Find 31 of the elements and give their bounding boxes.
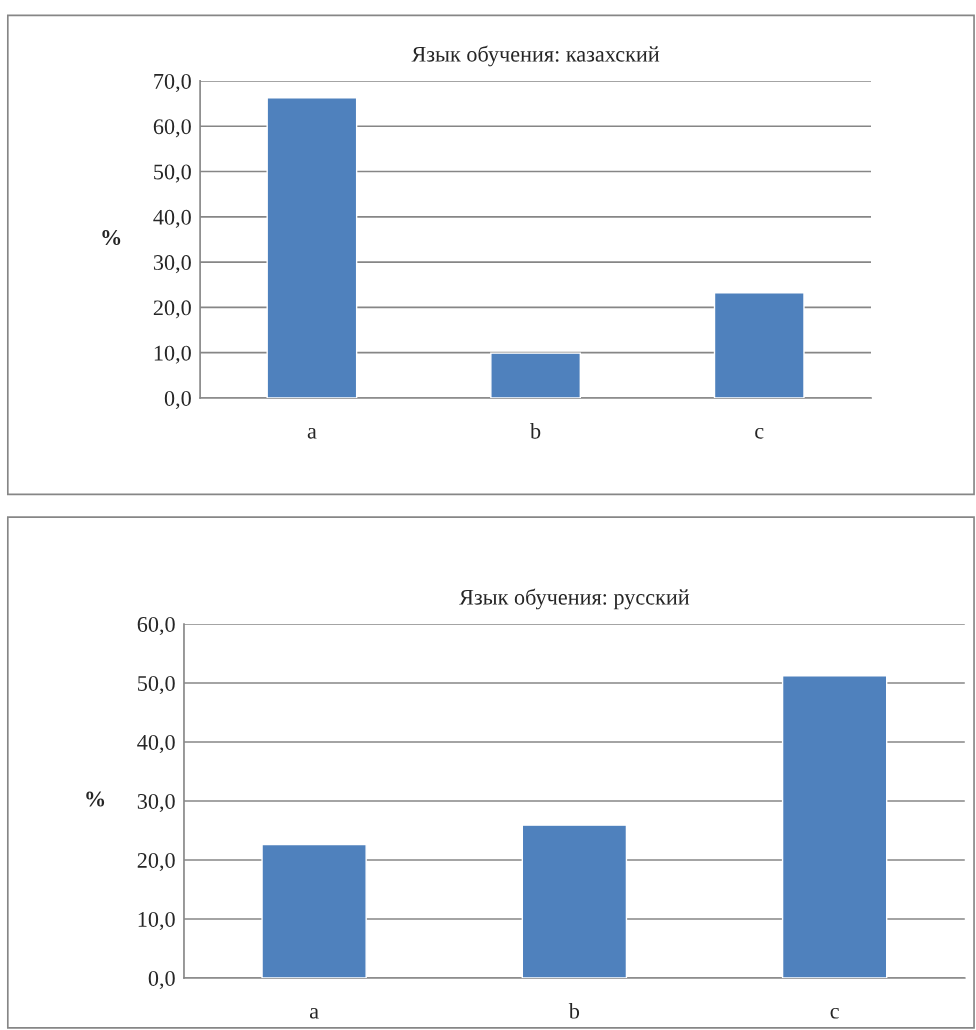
y-tick-label: 30,0 bbox=[153, 255, 191, 274]
y-tick-label: 0,0 bbox=[164, 390, 191, 410]
x-tick-label: b bbox=[530, 422, 541, 439]
y-tick-label: 50,0 bbox=[138, 675, 175, 695]
y-tick-label: 60,0 bbox=[137, 616, 175, 636]
x-tick-label: a bbox=[307, 427, 317, 439]
bar bbox=[490, 352, 582, 398]
bar bbox=[266, 97, 358, 398]
bar bbox=[261, 843, 367, 978]
y-axis-title: % bbox=[86, 791, 105, 807]
bar bbox=[781, 675, 888, 978]
y-tick-label: 60,0 bbox=[153, 119, 191, 138]
y-tick-label: 50,0 bbox=[154, 164, 191, 183]
y-tick-label: 40,0 bbox=[153, 209, 191, 228]
bar bbox=[713, 292, 805, 398]
x-tick-label: b bbox=[568, 1002, 580, 1019]
y-tick-label: 20,0 bbox=[153, 300, 191, 319]
y-tick-label: 40,0 bbox=[137, 734, 175, 754]
chart-title: Язык обучения: русский bbox=[459, 588, 690, 610]
y-tick-label: 70,0 bbox=[154, 73, 191, 93]
x-tick-label: c bbox=[755, 427, 764, 439]
y-axis-title: % bbox=[102, 230, 121, 246]
x-tick-label: c bbox=[830, 1007, 839, 1019]
bar bbox=[521, 824, 628, 978]
y-tick-label: 0,0 bbox=[148, 970, 175, 990]
y-tick-label: 10,0 bbox=[154, 345, 191, 364]
x-tick-label: a bbox=[309, 1007, 319, 1019]
y-tick-label: 20,0 bbox=[137, 852, 175, 872]
y-tick-label: 30,0 bbox=[137, 793, 175, 813]
y-tick-label: 10,0 bbox=[138, 911, 175, 931]
chart-title: Язык обучения: казахский bbox=[411, 45, 660, 67]
